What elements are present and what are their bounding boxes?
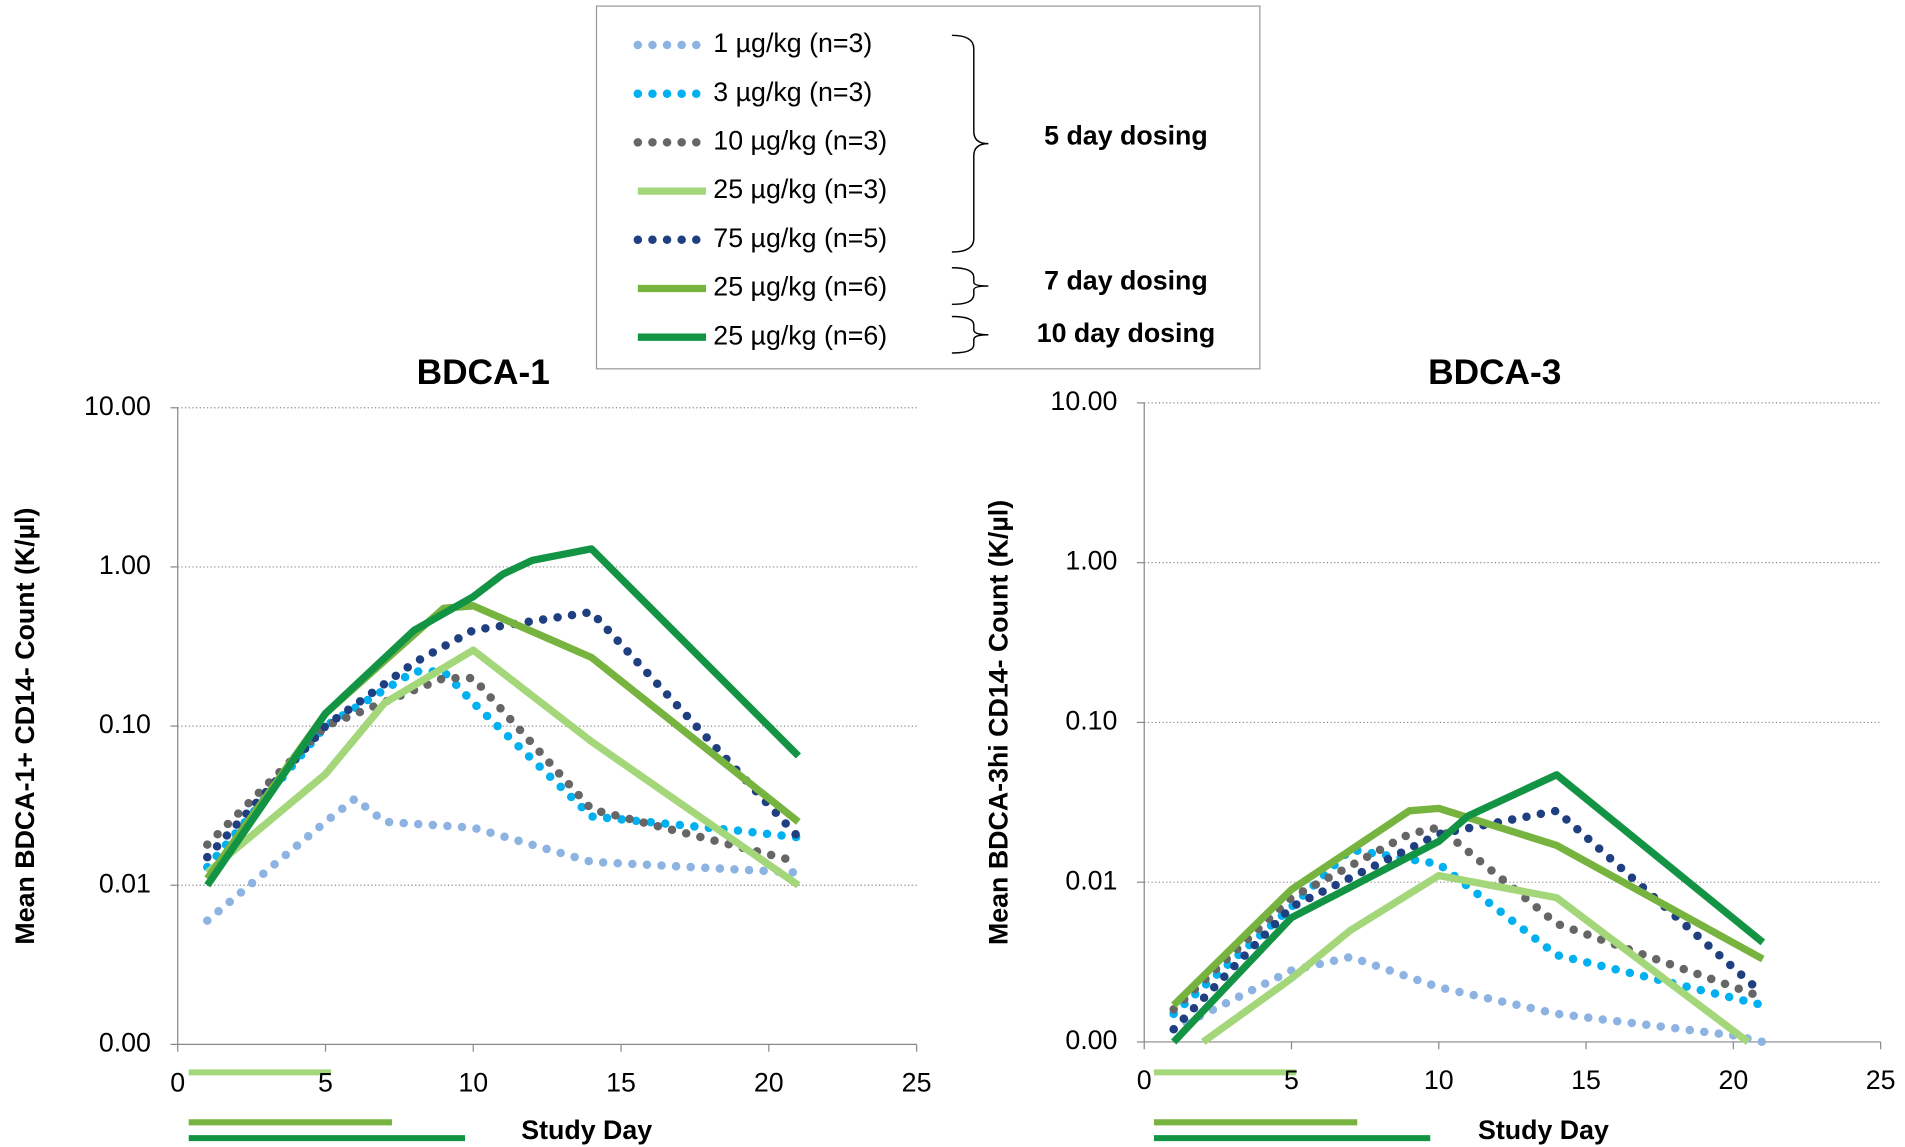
y-axis-title: Mean BDCA-3hi CD14- Count (K/µl): [984, 500, 1014, 945]
bracket: [951, 34, 989, 253]
legend-label: 75 µg/kg (n=5): [713, 223, 887, 253]
y-tick-label: 1.00: [1065, 546, 1117, 576]
x-tick-label: 15: [606, 1068, 636, 1098]
x-tick-label: 10: [1424, 1065, 1454, 1095]
series-line: [1171, 771, 1766, 1045]
series-line: [203, 793, 803, 925]
y-tick-label: 0.01: [1065, 865, 1117, 895]
x-tick-label: 25: [1866, 1065, 1896, 1095]
dosing-bars: [188, 1069, 1431, 1142]
x-tick-label: 10: [458, 1068, 488, 1098]
series-line: [1171, 804, 1765, 1008]
x-tick-label: 5: [318, 1068, 333, 1098]
x-axis-title: Study Day: [521, 1115, 652, 1145]
y-tick-label: 0.01: [99, 868, 151, 898]
y-tick-label: 0.00: [99, 1027, 151, 1057]
series-line: [204, 646, 801, 889]
x-axis-title: Study Day: [1478, 1115, 1609, 1145]
annotation: 5 day dosing: [1044, 121, 1208, 151]
series-line: [1169, 822, 1768, 1014]
x-tick-label: 0: [170, 1068, 185, 1098]
y-tick-label: 0.10: [99, 709, 151, 739]
series-line: [204, 545, 801, 888]
bracket: [951, 315, 989, 354]
x-tick-label: 20: [754, 1068, 784, 1098]
x-tick-label: 0: [1137, 1065, 1152, 1095]
series-line: [1200, 871, 1751, 1045]
x-tick-label: 15: [1571, 1065, 1601, 1095]
y-tick-label: 0.00: [1065, 1025, 1117, 1055]
x-tick-label: 25: [902, 1068, 932, 1098]
series-line: [203, 673, 803, 867]
legend-label: 1 µg/kg (n=3): [713, 28, 872, 58]
legend-label: 25 µg/kg (n=6): [713, 272, 887, 302]
y-tick-label: 1.00: [99, 550, 151, 580]
legend-label: 25 µg/kg (n=3): [713, 174, 887, 204]
legend-label: 10 µg/kg (n=3): [713, 125, 887, 155]
y-tick-label: 10.00: [1050, 386, 1117, 416]
x-tick-label: 20: [1718, 1065, 1748, 1095]
chart-title: BDCA-1: [417, 353, 550, 392]
annotation: 7 day dosing: [1044, 265, 1208, 295]
y-tick-label: 0.10: [1065, 706, 1117, 736]
x-tick-label: 5: [1284, 1065, 1299, 1095]
legend-box: [595, 5, 1261, 370]
annotation: 10 day dosing: [1037, 318, 1215, 348]
legend-label: 25 µg/kg (n=6): [713, 320, 887, 350]
y-axis-title: Mean BDCA-1+ CD14- Count (K/µl): [10, 508, 40, 945]
series-line: [1169, 806, 1768, 1034]
bracket: [951, 267, 989, 306]
y-tick-label: 10.00: [84, 391, 151, 421]
chart-title: BDCA-3: [1428, 353, 1561, 392]
legend-label: 3 µg/kg (n=3): [713, 77, 872, 107]
